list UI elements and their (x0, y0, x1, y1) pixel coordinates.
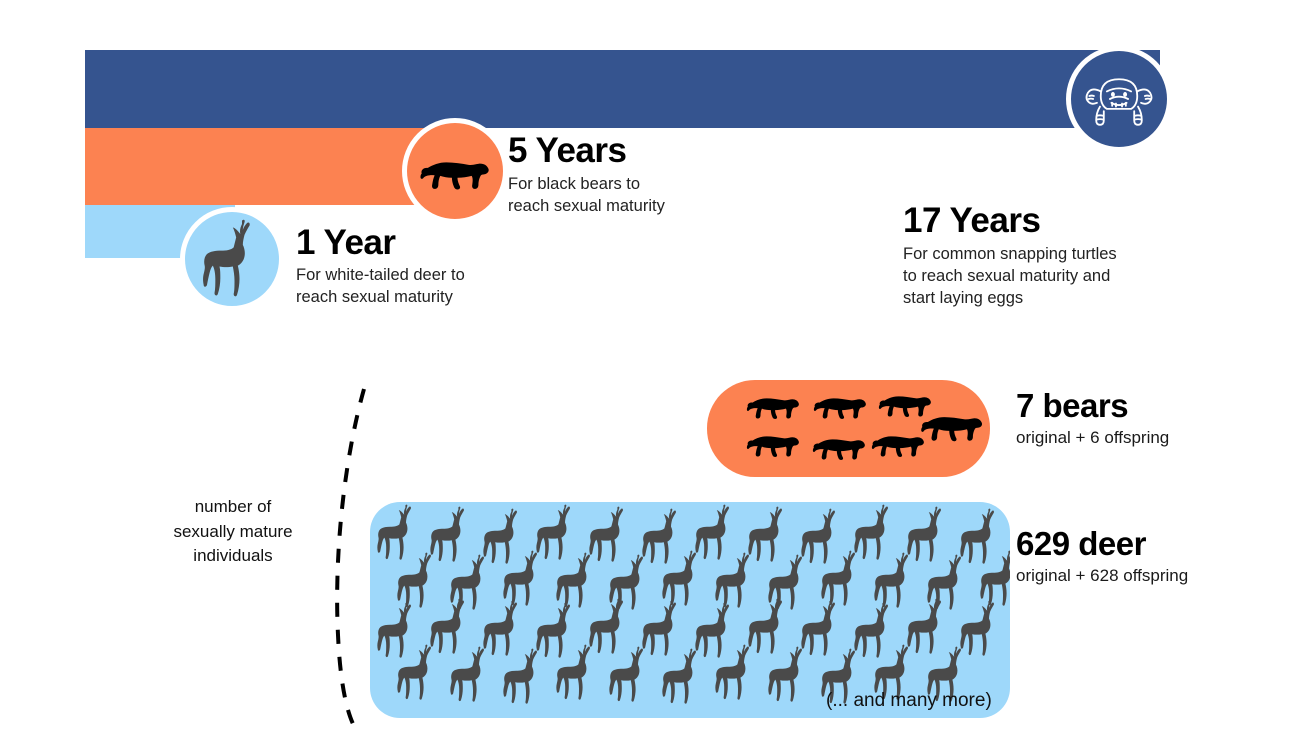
deer-icon (430, 598, 464, 654)
deer-icon (927, 554, 961, 610)
caption-line: sexually mature (173, 521, 293, 541)
stat-description-bear: For black bears to reach sexual maturity (508, 174, 738, 218)
deer-icon (874, 552, 908, 608)
stat-description-deer: For white-tailed deer to reach sexual ma… (296, 265, 546, 309)
deer-icon (768, 646, 802, 702)
stat-line: to reach sexual maturity and (903, 266, 1111, 285)
bear-herd-pictogram (746, 396, 983, 461)
bears-population-box (707, 380, 990, 477)
deer-population-box (370, 502, 1010, 718)
caption-line: individuals (193, 546, 273, 566)
stat-headline-bear: 5 Years (508, 131, 627, 170)
bear-icon-badge (402, 118, 508, 224)
deer-icon (854, 504, 888, 560)
deer-note: original + 628 offspring (1016, 566, 1189, 585)
turtle-icon-badge (1066, 46, 1172, 152)
stat-headline-turtle: 17 Years (903, 201, 1041, 240)
deer-icon (748, 506, 782, 562)
deer-icon (768, 554, 802, 610)
deer-icon (854, 602, 888, 658)
bears-count: 7 bears (1016, 387, 1129, 424)
bear-icon (878, 396, 931, 418)
deer-icon (695, 602, 729, 658)
deer-icon (695, 504, 729, 560)
bear-icon (420, 162, 489, 190)
bear-icon (746, 398, 799, 420)
deer-icon (907, 598, 941, 654)
deer-icon (397, 552, 431, 608)
deer-icon (536, 504, 570, 560)
stat-line: For white-tailed deer to (296, 266, 465, 284)
deer-icon (801, 600, 835, 656)
deer-icon (430, 506, 464, 562)
deer-icon (960, 600, 994, 656)
deer-icon (589, 506, 623, 562)
stat-block-bear: 5 Years For black bears to reach sexual … (508, 133, 738, 218)
deer-icon (450, 646, 484, 702)
deer-icon (609, 646, 643, 702)
deer-icon (503, 648, 537, 704)
deer-icon-badge (180, 207, 284, 311)
bear-icon (746, 436, 799, 458)
deer-icon (960, 508, 994, 564)
bear-icon (812, 439, 865, 461)
stat-line: start laying eggs (903, 288, 1024, 307)
deer-overflow-note: (... and many more) (826, 690, 992, 711)
stat-line: reach sexual maturity (508, 196, 665, 215)
deer-icon (801, 508, 835, 564)
deer-icon (536, 602, 570, 658)
deer-icon (377, 504, 411, 560)
dashed-brace (335, 388, 366, 727)
bears-note: original + 6 offspring (1016, 428, 1170, 447)
stat-description-turtle: For common snapping turtles to reach sex… (903, 244, 1183, 309)
deer-icon (642, 600, 676, 656)
deer-icon (642, 508, 676, 564)
deer-icon (203, 219, 250, 297)
deer-icon (589, 598, 623, 654)
deer-icon (450, 554, 484, 610)
stat-headline-deer: 1 Year (296, 223, 396, 262)
deer-population-label: 629 deer original + 628 offspring (1016, 527, 1276, 586)
bar-turtle-17-years (85, 50, 1160, 128)
deer-icon (715, 552, 749, 608)
stat-line: For black bears to (508, 175, 641, 193)
bear-icon (813, 398, 866, 420)
deer-icon (907, 506, 941, 562)
stat-block-deer: 1 Year For white-tailed deer to reach se… (296, 225, 546, 309)
stat-block-turtle: 17 Years For common snapping turtles to … (903, 203, 1183, 309)
stat-line: reach sexual maturity (296, 287, 453, 306)
deer-herd-pictogram (377, 504, 1010, 704)
caption-line: number of (194, 497, 272, 516)
deer-icon (662, 648, 696, 704)
population-axis-caption: number of sexually mature individuals (160, 495, 306, 569)
deer-icon (556, 552, 590, 608)
deer-icon (483, 600, 517, 656)
deer-icon (483, 508, 517, 564)
deer-icon (377, 602, 411, 658)
deer-icon (748, 598, 782, 654)
deer-icon (609, 554, 643, 610)
bear-icon (921, 417, 983, 442)
bears-population-label: 7 bears original + 6 offspring (1016, 389, 1256, 448)
deer-count: 629 deer (1016, 525, 1146, 562)
stat-line: For common snapping turtles (903, 245, 1117, 263)
turtle-icon (1085, 78, 1153, 126)
bear-icon (871, 436, 924, 458)
